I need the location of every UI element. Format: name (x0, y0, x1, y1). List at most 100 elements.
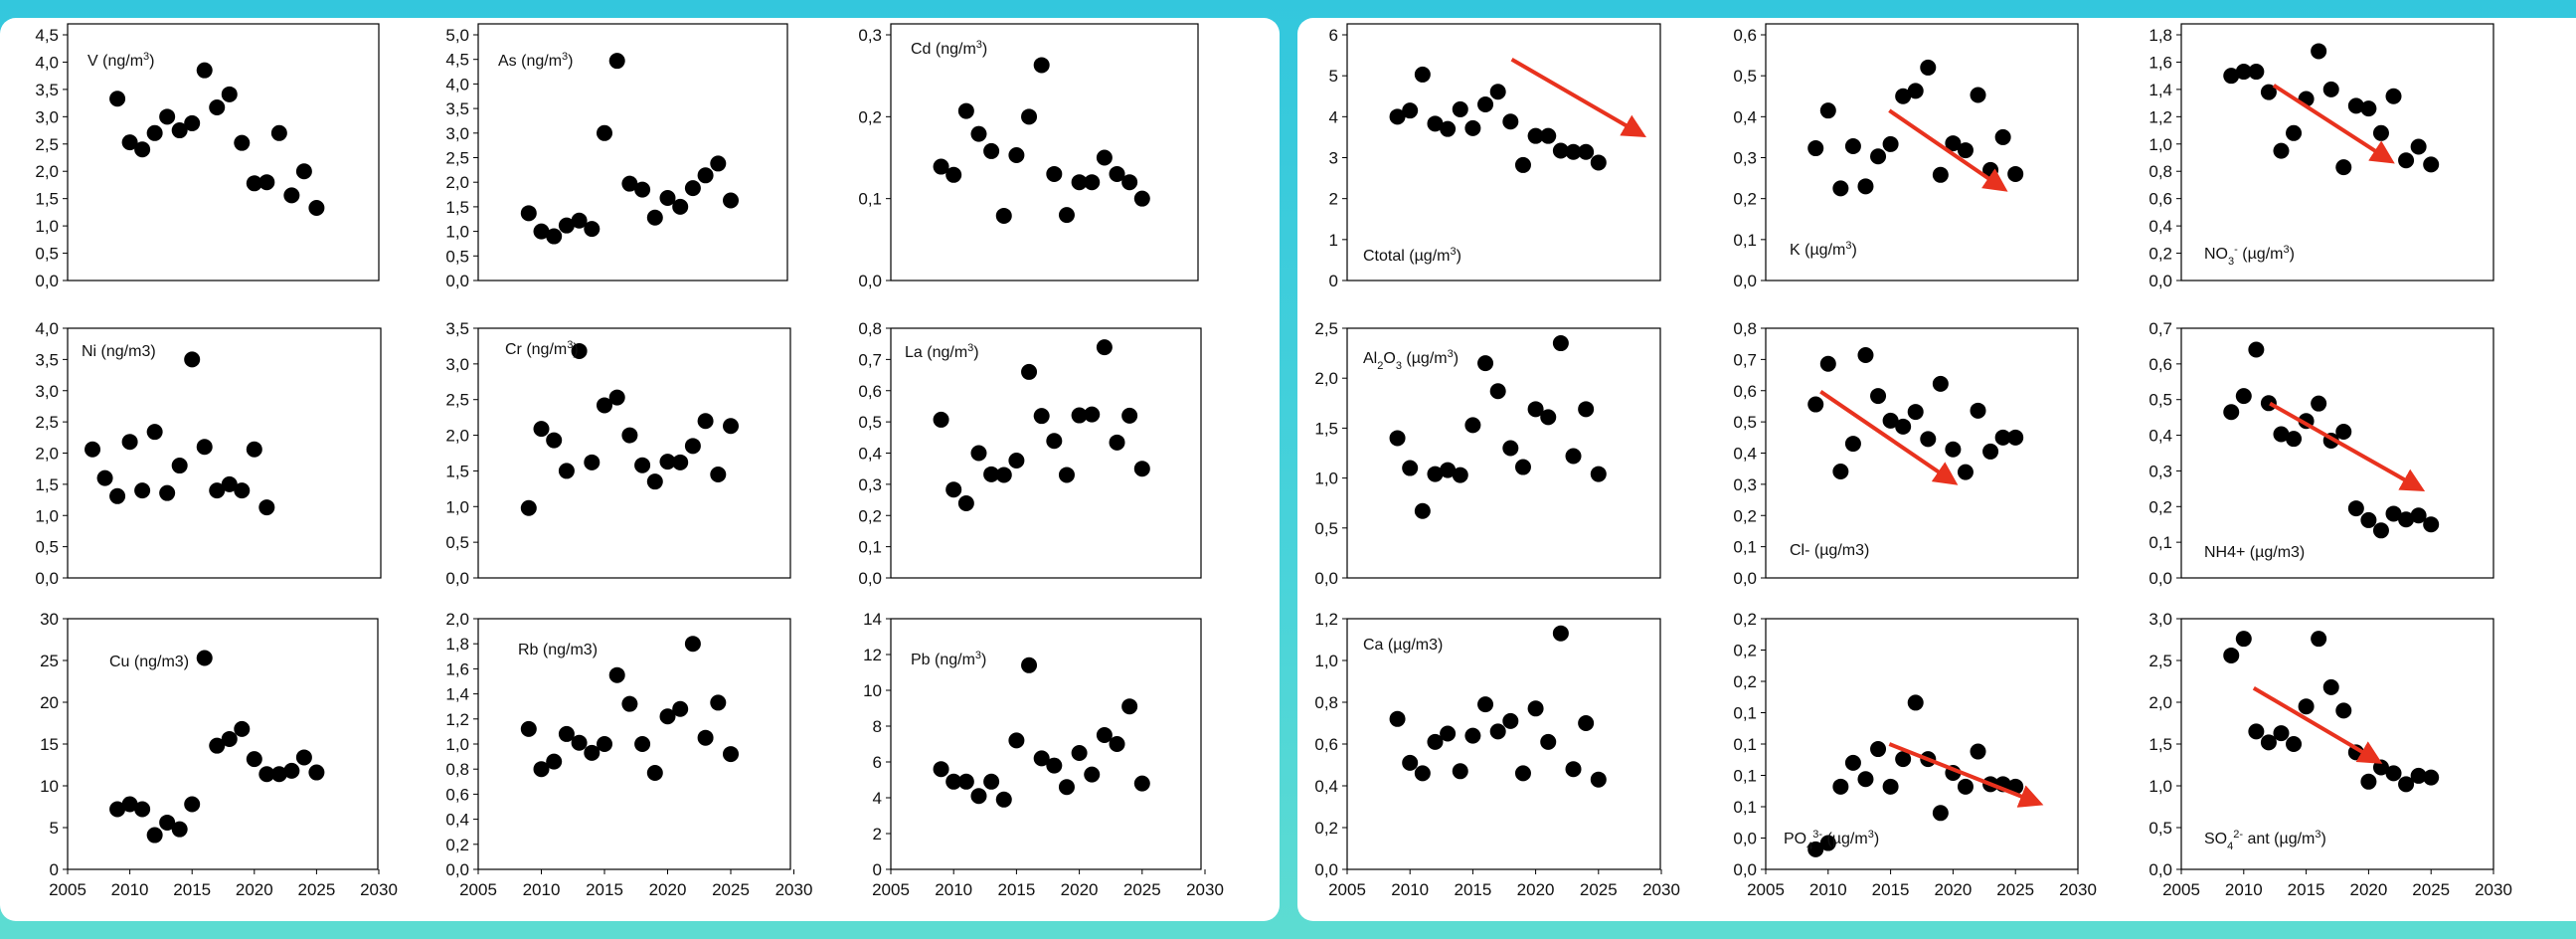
data-point (1427, 733, 1444, 750)
data-point (283, 187, 300, 204)
data-point (597, 397, 612, 414)
y-tick-label: 10 (40, 777, 59, 796)
x-tick-label: 2015 (997, 880, 1035, 899)
y-tick-label: 0,0 (1733, 830, 1757, 848)
chart-V: 0,0 0,5 1,0 1,5 2,0 2,5 3,0 3,5 4,0 4,5 V (ng/m3) (35, 23, 380, 290)
data-point (2410, 138, 2427, 155)
x-tick-label: 2020 (1517, 880, 1555, 899)
data-point (2235, 631, 2252, 648)
data-point (2423, 769, 2440, 786)
y-tick-label: 0,5 (858, 413, 882, 432)
data-point (970, 445, 987, 462)
data-point (2322, 81, 2339, 97)
data-point (1514, 156, 1531, 173)
y-tick-label: 0,1 (1733, 704, 1757, 723)
y-tick-label: 0,5 (1733, 67, 1757, 86)
data-point (1452, 467, 1468, 483)
data-point (983, 466, 1000, 482)
y-tick-label: 1,5 (2148, 735, 2172, 754)
data-point (1552, 335, 1569, 352)
data-point (1870, 741, 1887, 758)
trend-arrow (2272, 84, 2395, 164)
chart-Al2O3: 0,0 0,5 1,0 1,5 2,0 2,5 Al2O3 (µg/m3) (1314, 319, 1661, 588)
trend-arrow (1888, 742, 2044, 808)
y-tick-label: 2 (873, 825, 882, 844)
y-tick-label: 1,5 (35, 190, 59, 209)
data-point (2347, 97, 2364, 114)
data-point (1389, 430, 1406, 447)
data-point (983, 773, 1000, 790)
data-point (1540, 409, 1557, 426)
data-point (2398, 511, 2415, 528)
data-point (2223, 647, 2240, 663)
x-tick-label: 2025 (712, 880, 750, 899)
data-point (1464, 119, 1481, 136)
data-point (571, 734, 588, 751)
data-point (533, 761, 550, 778)
y-tick-label: 0 (873, 860, 882, 879)
data-point (134, 801, 151, 818)
data-point (608, 666, 625, 683)
y-tick-label: 2,5 (35, 135, 59, 154)
data-point (1096, 149, 1113, 166)
data-point (520, 205, 537, 222)
plot-frame (1346, 23, 1661, 282)
data-point (2385, 88, 2402, 104)
data-point (1440, 462, 1457, 478)
data-point (234, 482, 251, 499)
y-tick-label: 6 (1329, 26, 1338, 45)
y-tick-label: 3 (1329, 149, 1338, 168)
data-point (520, 720, 537, 737)
y-tick-label: 0,0 (858, 272, 882, 290)
y-tick-label: 0,2 (858, 506, 882, 525)
data-point (945, 166, 962, 183)
y-tick-label: 0,8 (445, 760, 469, 779)
chart-La: 0,0 0,1 0,2 0,3 0,4 0,5 0,6 0,7 0,8 La (ng/m3) (858, 319, 1202, 588)
chart-label: SO42- ant (µg/m3) (2204, 829, 2326, 852)
y-tick-label: 0,2 (1733, 506, 1757, 525)
data-point (546, 753, 563, 770)
data-point (584, 454, 601, 470)
data-point (1578, 715, 1595, 731)
data-point (1994, 128, 2011, 145)
y-tick-label: 0,0 (2148, 860, 2172, 879)
data-point (121, 796, 138, 813)
chart-label: Ni (ng/m3) (82, 343, 156, 360)
data-point (933, 761, 949, 778)
data-point (1527, 401, 1544, 418)
data-point (672, 700, 689, 717)
data-point (2335, 702, 2352, 719)
data-point (1819, 835, 1836, 851)
data-point (2223, 68, 2240, 85)
data-point (1907, 404, 1924, 421)
data-point (1489, 723, 1506, 740)
data-point (2286, 736, 2303, 752)
y-tick-label: 1,0 (35, 506, 59, 525)
plot-frame (2180, 327, 2494, 579)
data-point (2410, 767, 2427, 784)
y-tick-label: 1,5 (1314, 419, 1338, 438)
chart-label: Cr (ng/m3) (505, 339, 579, 358)
data-point (697, 167, 714, 184)
data-point (1477, 355, 1494, 372)
y-tick-label: 0,2 (2148, 245, 2172, 264)
data-point (1452, 100, 1468, 117)
data-point (184, 114, 201, 131)
y-tick-label: 1,0 (35, 217, 59, 236)
y-tick-label: 0,6 (1733, 382, 1757, 401)
data-point (2347, 500, 2364, 517)
y-tick-label: 5 (50, 819, 59, 838)
y-tick-label: 0,5 (2148, 819, 2172, 838)
data-point (171, 458, 188, 474)
data-point (1895, 751, 1912, 768)
y-tick-label: 0,1 (1733, 231, 1757, 250)
y-tick-label: 2,5 (445, 149, 469, 168)
plot-frame (477, 327, 791, 579)
y-tick-label: 1,0 (2148, 135, 2172, 154)
data-point (1970, 87, 1986, 103)
data-point (1578, 401, 1595, 418)
data-point (1932, 375, 1949, 392)
data-point (258, 174, 275, 191)
chart-label: Pb (ng/m3) (911, 650, 986, 668)
